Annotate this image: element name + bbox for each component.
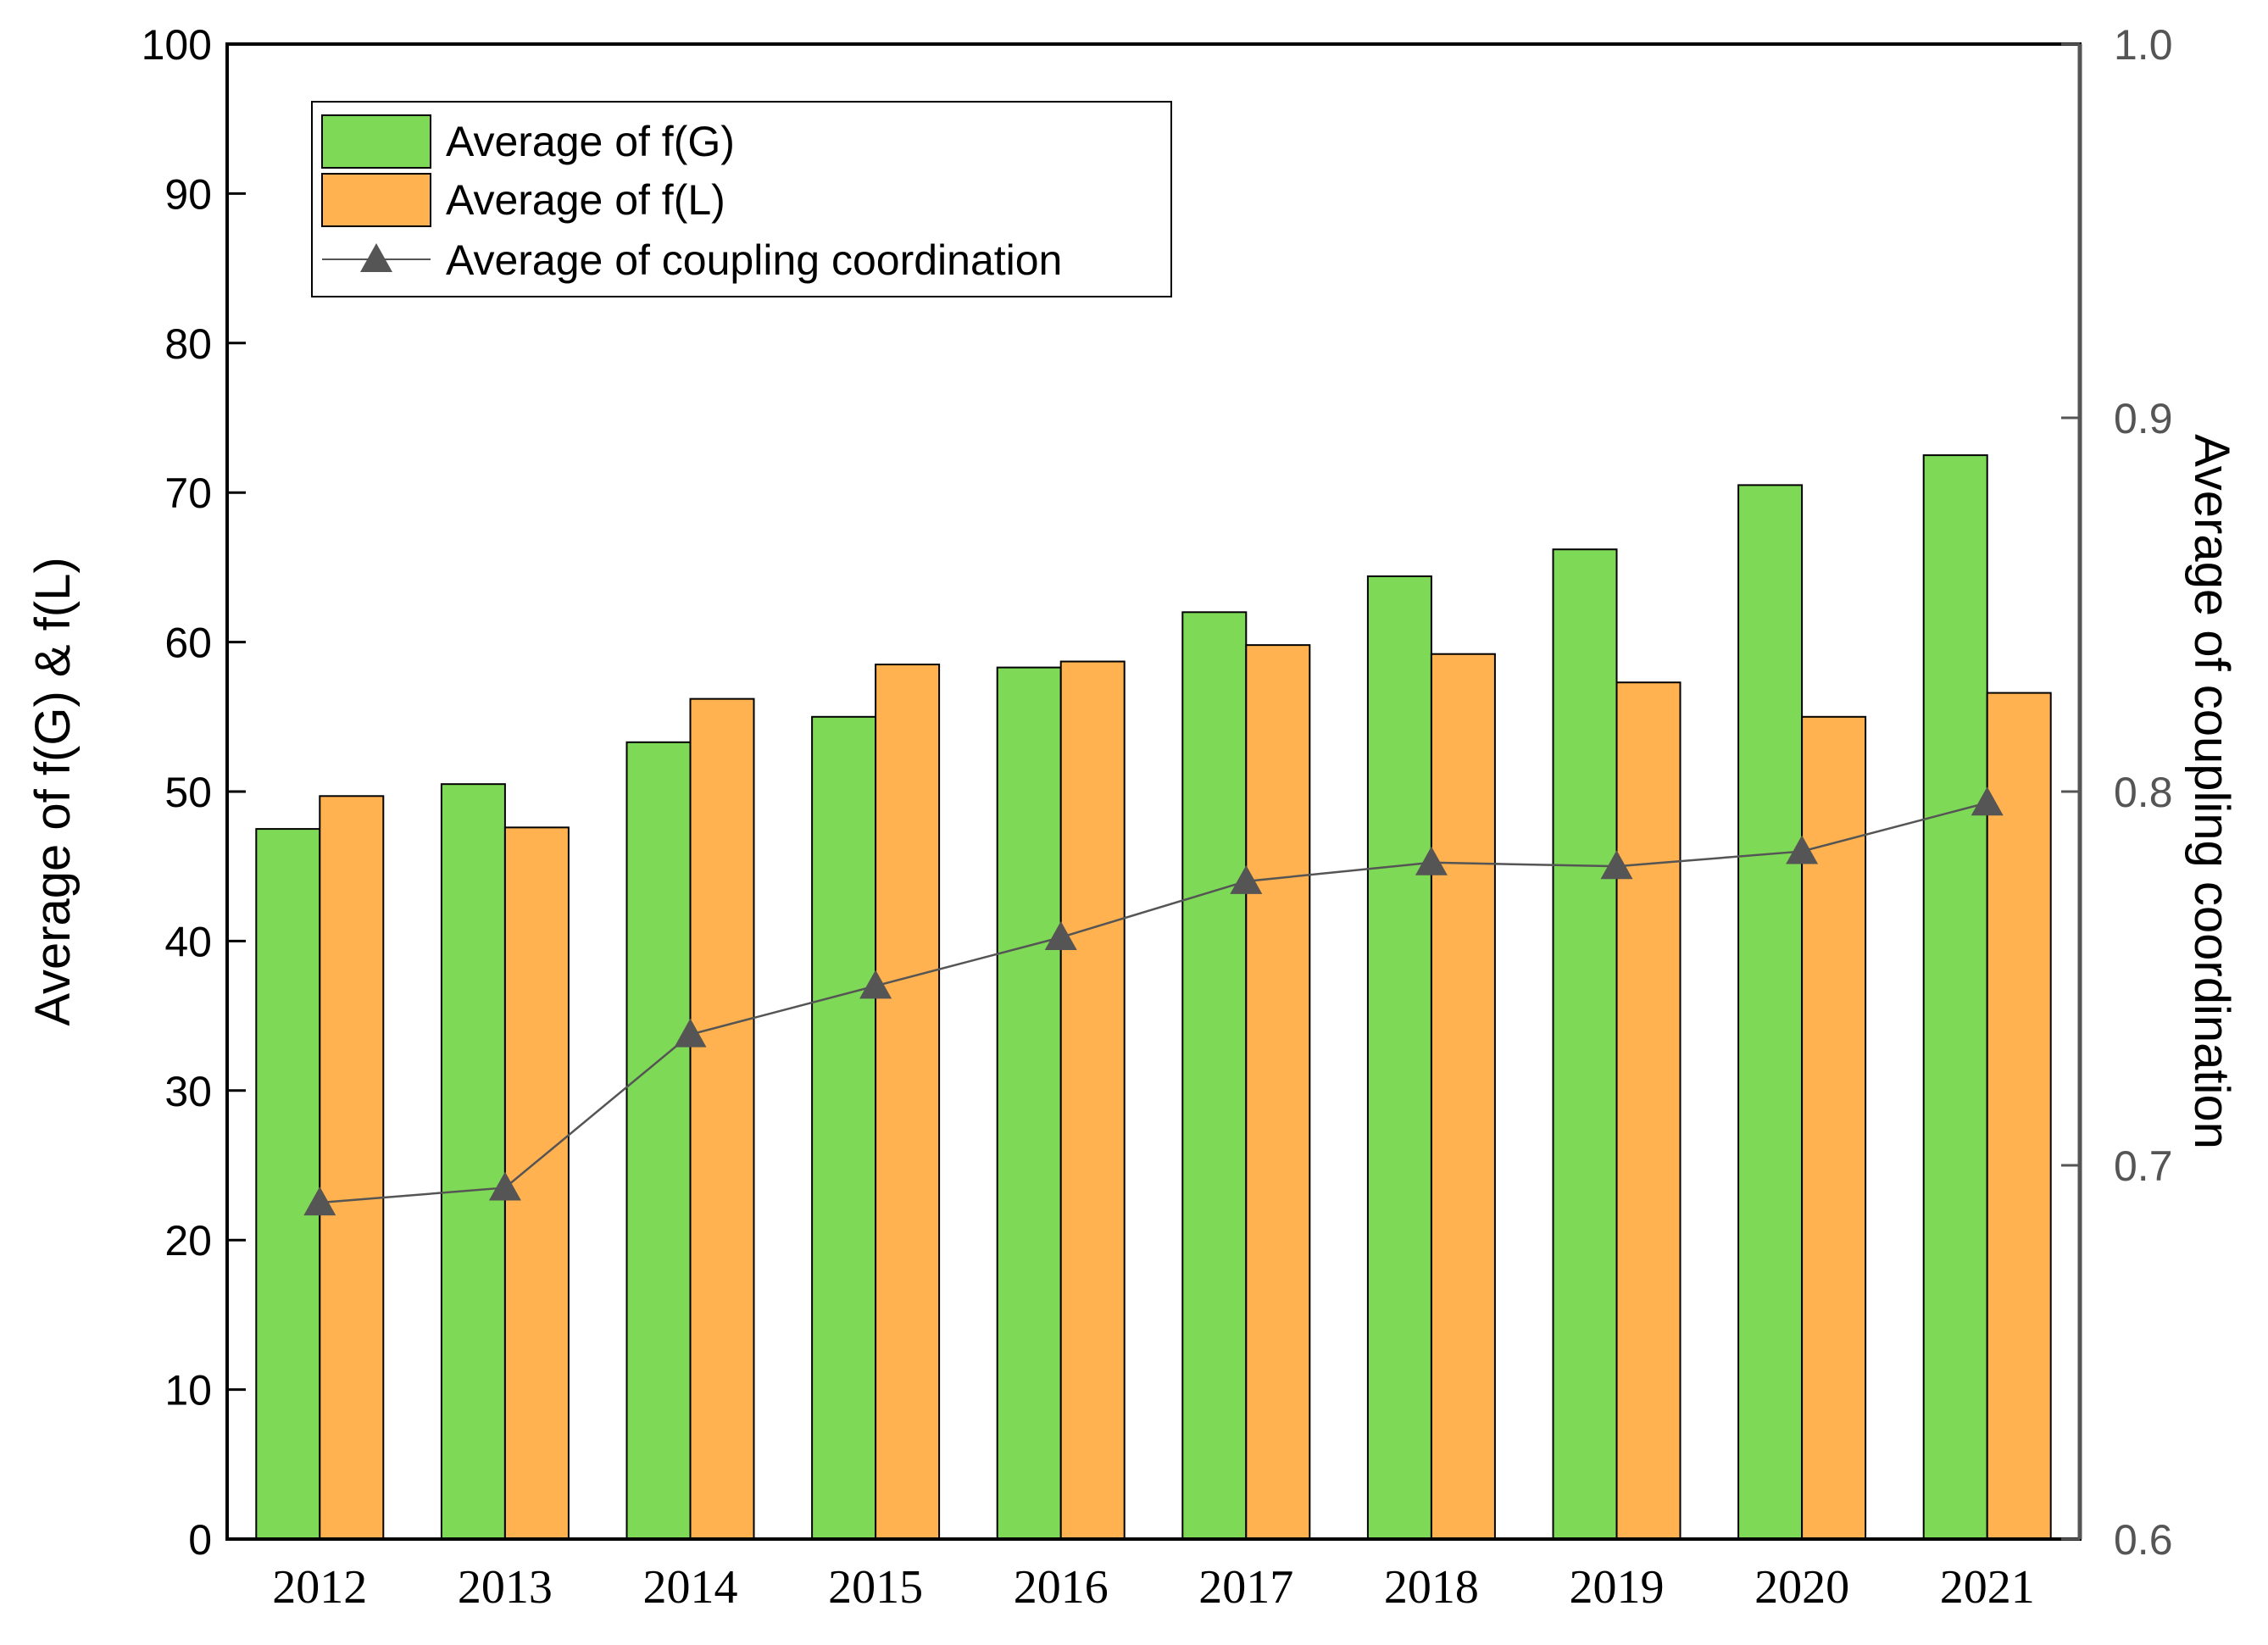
bar-fg-2020 (1737, 484, 1804, 1540)
legend-label-fg: Average of f(G) (446, 118, 735, 165)
bar-fg-2012 (255, 828, 321, 1540)
right-tick-label: 0.7 (2114, 1142, 2173, 1190)
x-tick-label: 2014 (643, 1561, 738, 1614)
right-axis-ticks: 0.6 0.7 0.8 0.9 1.0 (2061, 21, 2173, 1564)
bar-fl-2017 (1245, 644, 1311, 1540)
bar-fl-2012 (319, 795, 385, 1540)
right-tick-label: 1.0 (2114, 21, 2173, 69)
legend-label-coupling: Average of coupling coordination (446, 236, 1062, 284)
legend-swatch-fl (321, 173, 431, 227)
coupling-marker-2013 (488, 1171, 521, 1201)
legend: Average of f(G) Average of f(L) Average … (311, 101, 1172, 297)
x-tick-label: 2017 (1198, 1561, 1293, 1614)
x-tick-label: 2012 (272, 1561, 367, 1614)
right-axis-title: Average of coupling coordination (2184, 434, 2239, 1149)
bar-fg-2013 (440, 783, 506, 1540)
bar-fg-2018 (1366, 575, 1432, 1540)
bar-fl-2013 (503, 826, 570, 1540)
left-tick-label: 60 (164, 620, 212, 667)
coupling-marker-2016 (1044, 920, 1077, 950)
coupling-marker-2018 (1415, 846, 1448, 875)
coupling-marker-2020 (1786, 835, 1819, 864)
bar-fg-2014 (625, 741, 692, 1540)
legend-swatch-fg (321, 114, 431, 169)
line-layer (303, 786, 2004, 1216)
bar-fl-2015 (875, 664, 941, 1540)
bar-fl-2021 (1986, 692, 2052, 1540)
x-tick-label: 2018 (1384, 1561, 1479, 1614)
left-tick-label: 100 (142, 21, 212, 69)
coupling-marker-2015 (859, 970, 892, 999)
x-tick-label: 2015 (828, 1561, 923, 1614)
x-tick-label: 2016 (1014, 1561, 1109, 1614)
left-tick-label: 80 (164, 320, 212, 368)
left-axis-ticks: 0 10 20 30 40 50 60 70 80 90 100 (142, 21, 246, 1564)
bar-fl-2016 (1059, 660, 1126, 1540)
left-tick-label: 90 (164, 170, 212, 218)
coupling-marker-2021 (1971, 786, 2004, 816)
coupling-line (320, 802, 1988, 1204)
bar-fg-2021 (1922, 454, 1988, 1540)
bar-fg-2019 (1552, 548, 1618, 1540)
left-tick-label: 20 (164, 1217, 212, 1264)
left-axis-title: Average of f(G) & f(L) (25, 557, 81, 1025)
right-tick-label: 0.9 (2114, 395, 2173, 442)
x-tick-label: 2020 (1754, 1561, 1849, 1614)
bar-fg-2016 (996, 666, 1062, 1540)
x-tick-label: 2013 (458, 1561, 553, 1614)
legend-box (311, 101, 1172, 297)
right-tick-label: 0.6 (2114, 1516, 2173, 1564)
left-tick-label: 30 (164, 1068, 212, 1115)
bar-fl-2018 (1430, 653, 1496, 1540)
left-tick-label: 70 (164, 470, 212, 517)
bar-fl-2019 (1615, 681, 1682, 1540)
legend-triangle-marker-icon (360, 243, 392, 272)
bar-fg-2015 (811, 715, 877, 1540)
bar-fg-2017 (1181, 611, 1248, 1541)
coupling-marker-2012 (303, 1187, 336, 1216)
bars-layer (255, 454, 2052, 1541)
legend-label-fl: Average of f(L) (446, 176, 725, 224)
bar-fl-2020 (1801, 715, 1867, 1540)
left-tick-label: 0 (188, 1516, 212, 1564)
x-tick-label: 2019 (1570, 1561, 1665, 1614)
coupling-marker-2014 (674, 1018, 707, 1048)
right-tick-label: 0.8 (2114, 769, 2173, 816)
x-axis-ticks: 2012 2013 2014 2015 2016 2017 2018 2019 2020 2021 (272, 1561, 2034, 1614)
left-tick-label: 50 (164, 769, 212, 816)
x-tick-label: 2021 (1940, 1561, 2035, 1614)
bar-fl-2014 (689, 697, 755, 1540)
coupling-marker-2017 (1230, 864, 1263, 894)
left-tick-label: 40 (164, 918, 212, 965)
coupling-marker-2019 (1600, 850, 1633, 880)
left-tick-label: 10 (164, 1367, 212, 1414)
